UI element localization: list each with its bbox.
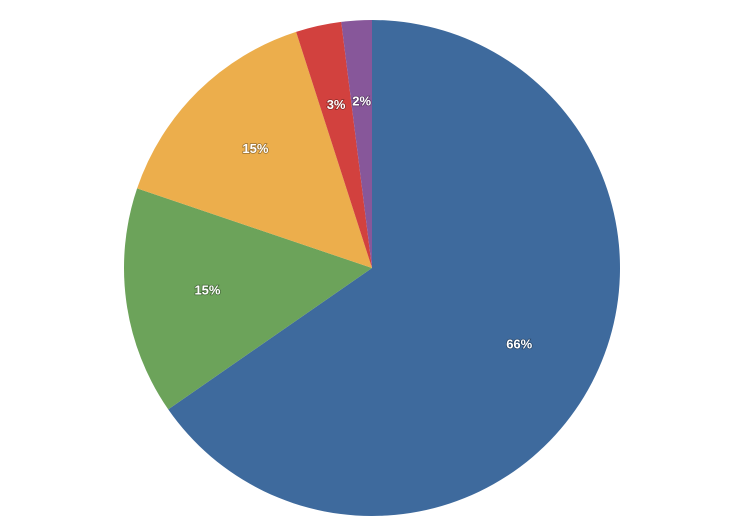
data-label: 15% [242, 141, 268, 156]
data-label: 3% [327, 97, 346, 112]
data-label: 2% [352, 94, 371, 109]
pie-slice [341, 20, 372, 268]
pie-slice [123, 188, 372, 410]
pie-slice [168, 20, 621, 517]
data-label: 66% [506, 336, 532, 351]
data-label: 15% [194, 283, 220, 298]
pie-slice [296, 21, 372, 269]
pie-slice [137, 31, 372, 268]
